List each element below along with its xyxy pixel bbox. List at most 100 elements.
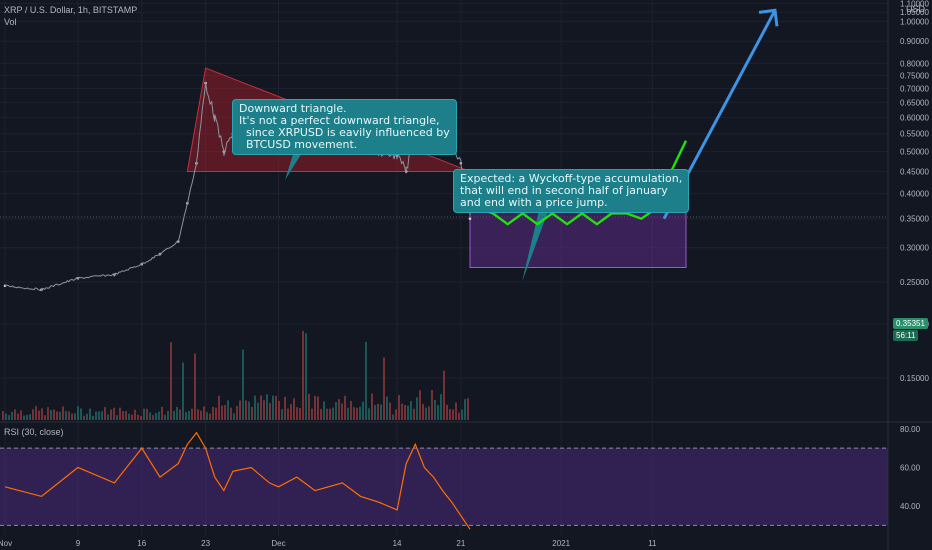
volume-bar	[131, 414, 133, 420]
volume-label: Vol	[4, 17, 17, 27]
volume-bar	[200, 410, 202, 420]
volume-bar	[326, 408, 328, 420]
projection-arrowhead	[758, 8, 779, 27]
volume-bar	[95, 411, 97, 420]
volume-bar	[446, 404, 448, 420]
volume-bar	[137, 414, 139, 420]
y-tick-label: 1.05000	[900, 8, 929, 17]
volume-bar	[260, 395, 262, 420]
volume-bar	[173, 411, 175, 420]
triangle-callout-pointer	[285, 148, 305, 180]
volume-bar	[368, 408, 370, 420]
volume-bar	[257, 402, 259, 420]
volume-bar	[215, 407, 217, 420]
volume-bar	[404, 404, 406, 420]
volume-bar	[38, 410, 40, 420]
volume-bar	[308, 393, 310, 420]
volume-bar	[158, 411, 160, 420]
volume-bar	[377, 403, 379, 420]
volume-bar	[344, 395, 346, 420]
volume-bar	[380, 404, 382, 420]
volume-bar	[62, 406, 64, 420]
rsi-line	[4, 431, 471, 530]
volume-bar	[431, 389, 433, 420]
volume-bar	[116, 415, 118, 420]
volume-bar	[155, 412, 157, 420]
volume-bar	[359, 406, 361, 420]
volume-bar	[332, 407, 334, 420]
expected-callout[interactable]: Expected: a Wyckoff-type accumulation, t…	[453, 169, 690, 213]
volume-bar	[362, 401, 364, 420]
volume-bar	[188, 410, 190, 420]
volume-bar	[374, 405, 376, 420]
volume-bar	[389, 402, 391, 420]
volume-bar	[371, 393, 373, 420]
volume-bar	[239, 400, 241, 420]
volume-bar	[266, 394, 268, 420]
volume-bar	[203, 406, 205, 420]
volume-bar	[77, 406, 79, 420]
volume-bar	[101, 411, 103, 420]
volume-bar	[311, 408, 313, 420]
volume-bar	[65, 411, 67, 420]
volume-bar	[251, 406, 253, 420]
volume-bar	[134, 409, 136, 420]
volume-bar	[284, 396, 286, 420]
volume-bar	[227, 400, 229, 420]
volume-bar	[305, 333, 307, 420]
volume-bar	[32, 409, 34, 420]
volume-bar	[392, 414, 394, 420]
volume-bar	[350, 400, 352, 420]
volume-bar	[290, 404, 292, 420]
volume-bar	[146, 408, 148, 420]
volume-bar	[20, 410, 22, 420]
y-tick-label: 0.40000	[900, 190, 929, 199]
x-tick-label: Dec	[271, 539, 285, 548]
x-tick-label: 21	[456, 539, 465, 548]
y-tick-label: 0.60000	[900, 113, 929, 122]
volume-bar	[314, 395, 316, 420]
x-tick-label: 11	[648, 539, 657, 548]
y-tick-label: 0.50000	[900, 148, 929, 157]
volume-bar	[104, 407, 106, 420]
y-tick-label: 0.90000	[900, 37, 929, 46]
rsi-tick-label: 80.00	[900, 425, 921, 434]
volume-bar	[422, 403, 424, 420]
volume-bar	[335, 402, 337, 420]
volume-bar	[2, 411, 4, 420]
price-point-29	[468, 217, 472, 221]
volume-bar	[461, 409, 463, 420]
volume-bar	[407, 405, 409, 420]
volume-bar	[245, 400, 247, 420]
volume-bar	[356, 407, 358, 420]
volume-bar	[338, 399, 340, 420]
rsi-band	[0, 448, 888, 526]
volume-bar	[206, 412, 208, 420]
y-tick-label: 0.70000	[900, 84, 929, 93]
volume-bar	[83, 415, 85, 420]
volume-bar	[149, 412, 151, 420]
volume-bar	[278, 400, 280, 420]
y-tick-label: 0.75000	[900, 71, 929, 80]
volume-bar	[410, 401, 412, 420]
volume-bar	[452, 409, 454, 420]
volume-bar	[464, 399, 466, 420]
y-tick-label: 0.30000	[900, 244, 929, 253]
volume-bar	[287, 408, 289, 420]
volume-bar	[5, 413, 7, 420]
volume-bar	[176, 406, 178, 420]
rsi-title: RSI (30, close)	[4, 427, 64, 437]
volume-bar	[398, 395, 400, 420]
volume-bar	[263, 400, 265, 420]
volume-bar	[17, 413, 19, 420]
volume-bar	[23, 415, 25, 420]
volume-bar	[194, 353, 196, 420]
volume-bar	[35, 406, 37, 420]
volume-bar	[218, 395, 220, 420]
volume-bar	[107, 414, 109, 420]
triangle-callout[interactable]: Downward triangle. It's not a perfect do…	[232, 99, 457, 155]
volume-bar	[14, 409, 16, 420]
volume-bar	[128, 413, 130, 420]
y-tick-label: 0.35000	[900, 215, 929, 224]
